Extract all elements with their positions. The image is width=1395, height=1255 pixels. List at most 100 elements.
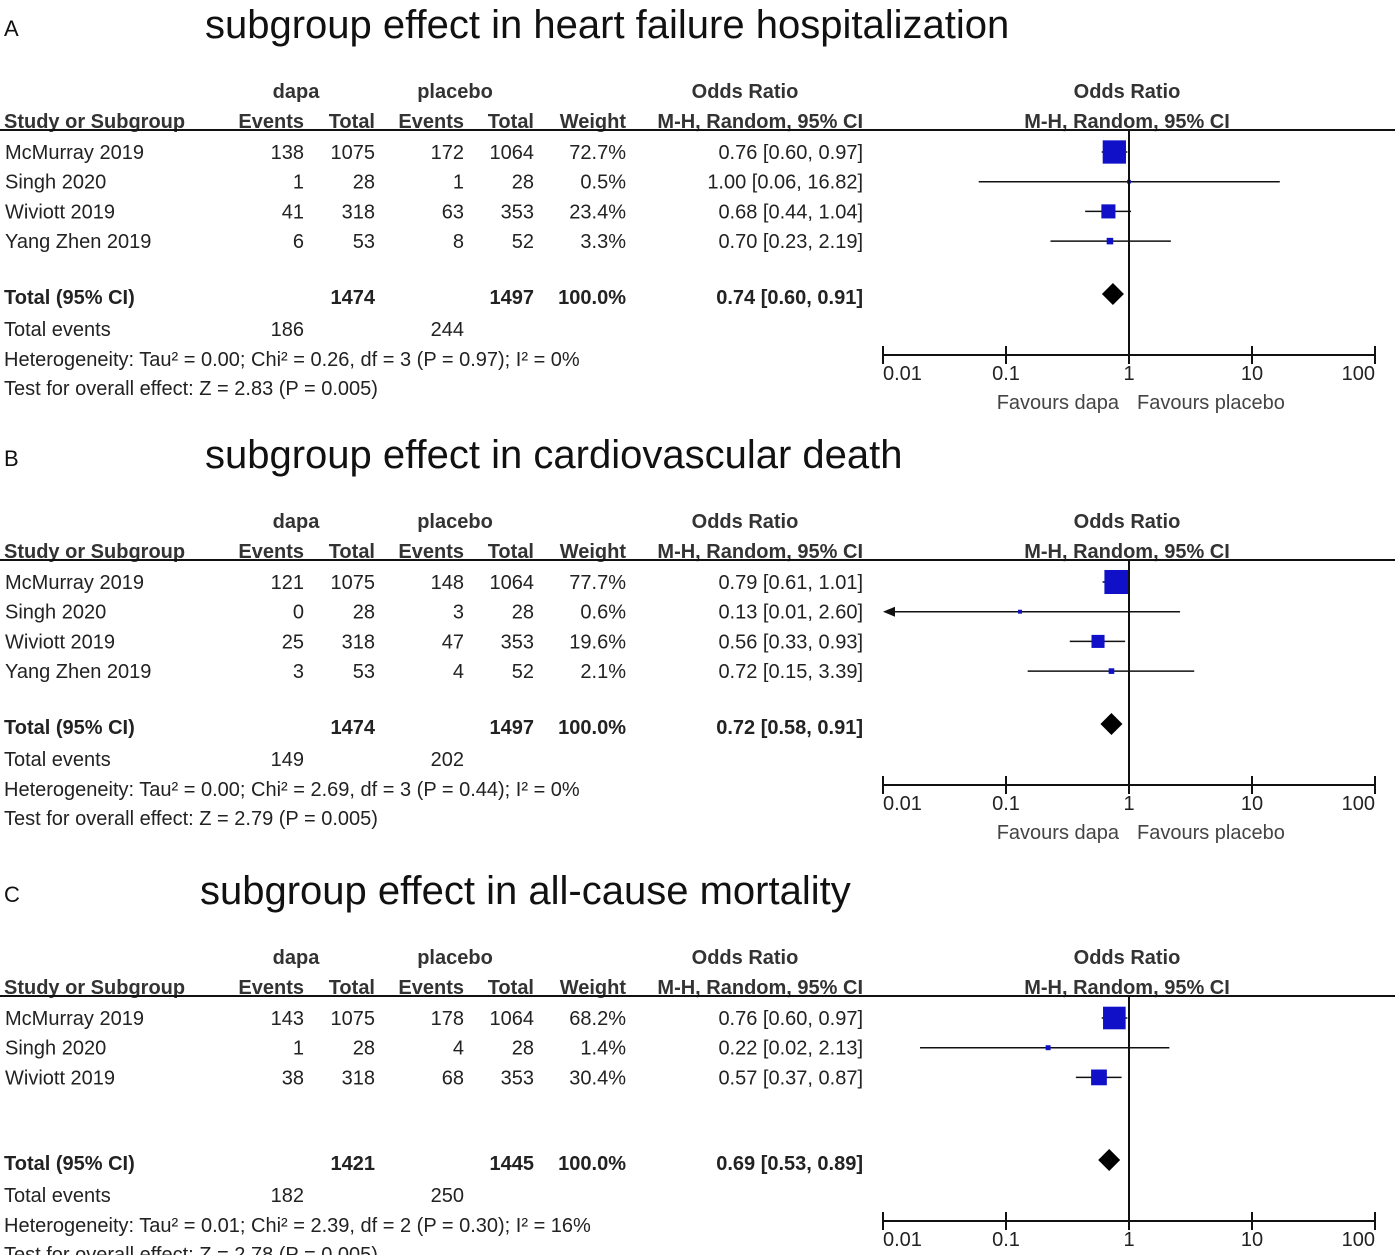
pooled-diamond <box>1098 1149 1121 1171</box>
study-name: Yang Zhen 2019 <box>5 231 151 253</box>
total-placebo: 52 <box>512 231 534 253</box>
favours-right-label: Favours placebo <box>1137 822 1285 844</box>
study-row: Singh 2020 1 28 4 28 1.4% 0.22 [0.02, 2.13] <box>5 1038 1170 1060</box>
or-header: Odds Ratio <box>692 511 799 533</box>
weight: 0.6% <box>580 602 626 624</box>
study-row: Singh 2020 1 28 1 28 0.5% 1.00 [0.06, 16.82] <box>5 172 1280 194</box>
total-events-label: Total events <box>4 1185 111 1207</box>
study-name: Wiviott 2019 <box>5 1067 115 1089</box>
odds-ratio-ci: 0.76 [0.60, 0.97] <box>718 1008 863 1030</box>
weight: 68.2% <box>569 1008 626 1030</box>
weight: 1.4% <box>580 1038 626 1060</box>
odds-ratio-ci: 0.22 [0.02, 2.13] <box>718 1038 863 1060</box>
total-label: Total (95% CI) <box>4 717 135 739</box>
panel-label: C <box>4 882 20 907</box>
events-dapa: 138 <box>271 142 304 164</box>
group-header-dapa: dapa <box>273 511 321 533</box>
x-tick-label: 10 <box>1241 1229 1263 1251</box>
total-dapa: 1474 <box>331 717 376 739</box>
total-row: Total (95% CI) 1474 1497 100.0% 0.72 [0.58, … <box>4 713 1123 739</box>
point-estimate-marker <box>1104 570 1129 594</box>
column-header-events-dapa: Events <box>238 977 304 999</box>
x-tick-label: 100 <box>1342 1229 1375 1251</box>
point-estimate-marker <box>1045 1045 1051 1051</box>
overall-effect-text: Test for overall effect: Z = 2.79 (P = 0… <box>4 808 378 830</box>
overall-effect-text: Test for overall effect: Z = 2.83 (P = 0… <box>4 378 378 400</box>
odds-ratio-ci: 0.79 [0.61, 1.01] <box>718 572 863 594</box>
heterogeneity-text: Heterogeneity: Tau² = 0.00; Chi² = 0.26,… <box>4 349 580 371</box>
total-placebo: 28 <box>512 602 534 624</box>
column-header-total-placebo: Total <box>488 541 534 563</box>
or-header: Odds Ratio <box>692 81 799 103</box>
study-name: Singh 2020 <box>5 602 106 624</box>
study-row: Wiviott 2019 41 318 63 353 23.4% 0.68 [0.44, 1… <box>5 201 1132 223</box>
point-estimate-marker <box>1018 609 1022 614</box>
total-row: Total (95% CI) 1474 1497 100.0% 0.74 [0.60, … <box>4 283 1124 309</box>
x-tick-label: 10 <box>1241 793 1263 815</box>
events-placebo: 47 <box>442 631 464 653</box>
study-name: McMurray 2019 <box>5 572 144 594</box>
total-placebo: 52 <box>512 661 534 683</box>
total-weight: 100.0% <box>558 717 626 739</box>
total-placebo: 1064 <box>490 142 535 164</box>
column-header-study: Study or Subgroup <box>4 977 185 999</box>
study-name: Wiviott 2019 <box>5 201 115 223</box>
total-dapa: 1474 <box>331 287 376 309</box>
odds-ratio-ci: 0.56 [0.33, 0.93] <box>718 631 863 653</box>
x-tick-label: 0.1 <box>992 1229 1020 1251</box>
events-dapa: 143 <box>271 1008 304 1030</box>
x-tick-label: 1 <box>1123 793 1134 815</box>
total-label: Total (95% CI) <box>4 1153 135 1175</box>
point-estimate-marker <box>1102 140 1126 164</box>
x-tick-label: 1 <box>1123 1229 1134 1251</box>
group-header-placebo: placebo <box>417 81 493 103</box>
events-placebo: 4 <box>453 661 464 683</box>
odds-ratio-ci: 0.13 [0.01, 2.60] <box>718 602 863 624</box>
events-placebo: 8 <box>453 231 464 253</box>
events-placebo: 63 <box>442 201 464 223</box>
group-header-dapa: dapa <box>273 81 321 103</box>
weight: 3.3% <box>580 231 626 253</box>
total-dapa: 28 <box>353 172 375 194</box>
study-name: McMurray 2019 <box>5 1008 144 1030</box>
column-header-weight: Weight <box>560 111 627 133</box>
total-placebo: 28 <box>512 172 534 194</box>
total-placebo: 1445 <box>490 1153 535 1175</box>
total-dapa: 1075 <box>331 1008 376 1030</box>
column-header-events-placebo: Events <box>398 541 464 563</box>
column-header-total-dapa: Total <box>329 977 375 999</box>
study-row: Yang Zhen 2019 6 53 8 52 3.3% 0.70 [0.23, 2.19… <box>5 231 1171 253</box>
total-dapa: 28 <box>353 602 375 624</box>
column-header-total-placebo: Total <box>488 111 534 133</box>
plot-method-header: M-H, Random, 95% CI <box>1024 111 1230 133</box>
group-header-placebo: placebo <box>417 511 493 533</box>
total-placebo: 353 <box>501 1067 534 1089</box>
column-header-method: M-H, Random, 95% CI <box>657 111 863 133</box>
x-tick-label: 0.1 <box>992 793 1020 815</box>
events-dapa: 1 <box>293 1038 304 1060</box>
total-events-dapa: 186 <box>271 319 304 341</box>
x-tick-label: 0.1 <box>992 363 1020 385</box>
plot-header: Odds Ratio <box>1074 81 1181 103</box>
total-dapa: 318 <box>342 631 375 653</box>
column-header-total-placebo: Total <box>488 977 534 999</box>
total-events-placebo: 244 <box>431 319 464 341</box>
plot-method-header: M-H, Random, 95% CI <box>1024 977 1230 999</box>
events-dapa: 121 <box>271 572 304 594</box>
point-estimate-marker <box>1103 1006 1126 1030</box>
point-estimate-marker <box>1108 668 1115 674</box>
events-placebo: 1 <box>453 172 464 194</box>
events-placebo: 172 <box>431 142 464 164</box>
total-placebo: 1064 <box>490 572 535 594</box>
panel-title: subgroup effect in all-cause mortality <box>200 869 851 913</box>
group-header-placebo: placebo <box>417 947 493 969</box>
weight: 23.4% <box>569 201 626 223</box>
weight: 72.7% <box>569 142 626 164</box>
heterogeneity-text: Heterogeneity: Tau² = 0.01; Chi² = 2.39,… <box>4 1215 591 1237</box>
column-header-study: Study or Subgroup <box>4 111 185 133</box>
column-header-method: M-H, Random, 95% CI <box>657 541 863 563</box>
study-row: Singh 2020 0 28 3 28 0.6% 0.13 [0.01, 2.60] <box>5 602 1181 624</box>
